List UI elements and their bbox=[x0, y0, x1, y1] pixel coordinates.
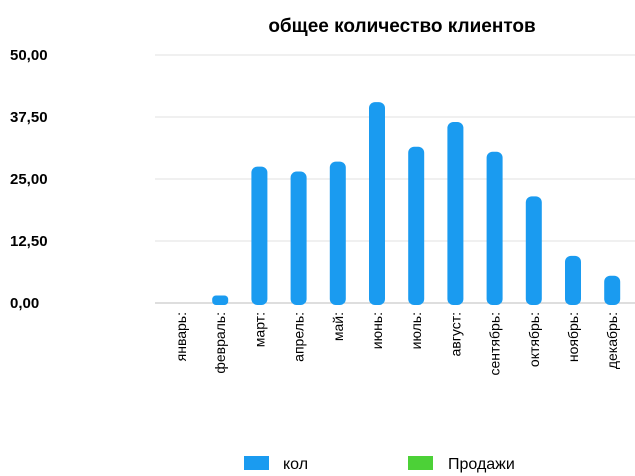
x-tick-label: август: bbox=[447, 312, 463, 356]
x-tick-label: июнь: bbox=[369, 312, 385, 349]
x-axis-ticks: январь: февраль: март: апрель: май: июнь: июль… bbox=[173, 312, 620, 376]
bar bbox=[447, 121, 464, 306]
x-tick-label: январь: bbox=[173, 312, 189, 361]
x-tick-label: ноябрь: bbox=[565, 312, 581, 362]
bar bbox=[565, 255, 581, 305]
legend-swatch bbox=[408, 456, 433, 470]
y-tick-label: 37,50 bbox=[10, 109, 48, 126]
x-tick-label: октябрь: bbox=[526, 312, 542, 367]
grid-lines bbox=[155, 54, 635, 304]
legend: кол Продажи bbox=[244, 456, 515, 473]
x-tick-label: декабрь: bbox=[604, 312, 620, 369]
x-tick-label: май: bbox=[330, 312, 346, 341]
legend-label: Продажи bbox=[448, 456, 515, 473]
bar bbox=[486, 151, 503, 305]
y-tick-label: 50,00 bbox=[10, 47, 48, 64]
legend-label: кол bbox=[283, 456, 308, 473]
bar bbox=[408, 146, 425, 305]
x-tick-label: сентябрь: bbox=[487, 312, 503, 376]
bar bbox=[604, 275, 621, 305]
bar bbox=[369, 102, 385, 306]
bar bbox=[251, 166, 268, 305]
x-tick-label: февраль: bbox=[212, 312, 228, 374]
bar bbox=[212, 295, 229, 305]
x-tick-label: июль: bbox=[408, 312, 424, 349]
chart-title: общее количество клиентов bbox=[268, 16, 535, 37]
x-tick-label: март: bbox=[251, 312, 267, 347]
legend-swatch bbox=[244, 456, 269, 470]
y-tick-label: 0,00 bbox=[10, 295, 39, 312]
x-tick-label: апрель: bbox=[291, 312, 307, 362]
y-tick-label: 25,00 bbox=[10, 171, 48, 188]
y-axis-ticks: 0,00 12,50 25,00 37,50 50,00 bbox=[10, 47, 48, 312]
bar bbox=[329, 161, 346, 305]
bars bbox=[212, 102, 621, 306]
bar bbox=[290, 171, 307, 305]
y-tick-label: 12,50 bbox=[10, 233, 48, 250]
bar bbox=[525, 196, 542, 305]
